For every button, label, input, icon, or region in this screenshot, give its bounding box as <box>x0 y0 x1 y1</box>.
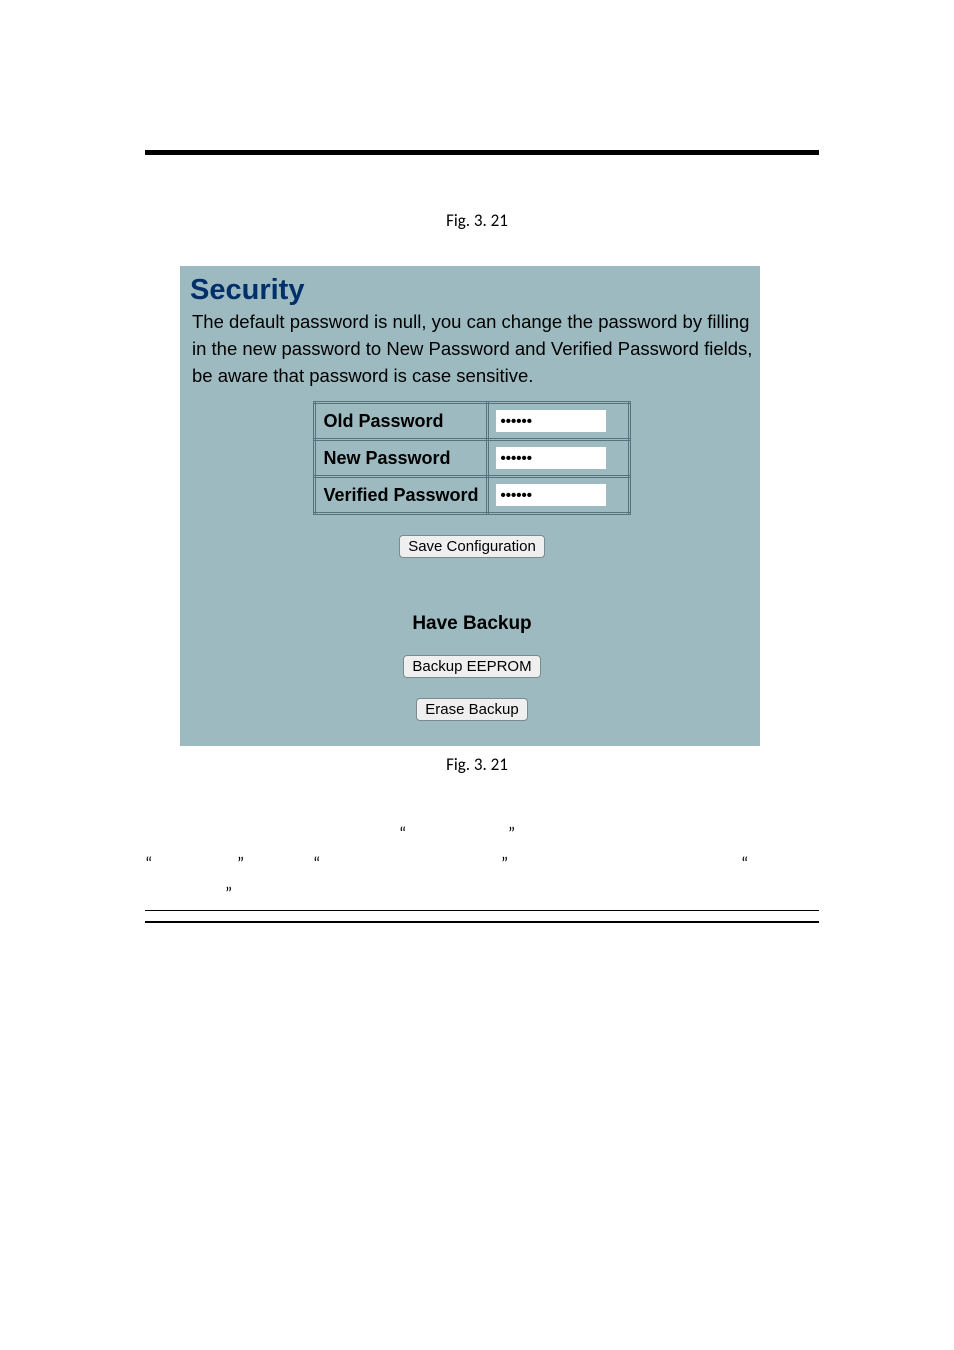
new-password-input[interactable]: •••••• <box>496 447 606 469</box>
figure-caption-bottom: Fig. 3. 21 <box>0 754 954 775</box>
bottom-thin-rule <box>145 910 819 911</box>
panel-description: The default password is null, you can ch… <box>192 309 754 389</box>
quotes-paragraph: “ ” “ ” “ ” “ ” <box>145 820 819 890</box>
quote-3-close: ” <box>501 850 508 879</box>
old-password-input[interactable]: •••••• <box>496 410 606 432</box>
old-password-cell: •••••• <box>487 403 629 440</box>
backup-button-row: Backup EEPROM <box>190 655 754 678</box>
panel-title: Security <box>190 274 754 307</box>
verified-password-label: Verified Password <box>315 477 487 514</box>
quote-3-open: “ <box>313 850 320 879</box>
verified-password-row: Verified Password •••••• <box>315 477 629 514</box>
new-password-cell: •••••• <box>487 440 629 477</box>
erase-button-row: Erase Backup <box>190 698 754 721</box>
old-password-row: Old Password •••••• <box>315 403 629 440</box>
save-configuration-button[interactable]: Save Configuration <box>399 535 545 558</box>
quote-2-open: “ <box>145 850 152 879</box>
backup-eeprom-button[interactable]: Backup EEPROM <box>403 655 540 678</box>
old-password-label: Old Password <box>315 403 487 440</box>
quote-1-close: ” <box>508 820 515 849</box>
new-password-row: New Password •••••• <box>315 440 629 477</box>
password-form-table: Old Password •••••• New Password •••••• … <box>313 401 630 515</box>
quote-4-close: ” <box>225 880 232 909</box>
quote-4-open: “ <box>741 850 748 879</box>
verified-password-cell: •••••• <box>487 477 629 514</box>
bottom-thick-rule <box>145 921 819 923</box>
page: Fig. 3. 21 Security The default password… <box>0 0 954 1350</box>
quote-2-close: ” <box>237 850 244 879</box>
figure-caption-top: Fig. 3. 21 <box>0 210 954 231</box>
verified-password-input[interactable]: •••••• <box>496 484 606 506</box>
new-password-label: New Password <box>315 440 487 477</box>
quote-1-open: “ <box>399 820 406 849</box>
top-thick-rule <box>145 150 819 155</box>
save-button-row: Save Configuration <box>190 535 754 558</box>
security-panel: Security The default password is null, y… <box>180 266 760 746</box>
erase-backup-button[interactable]: Erase Backup <box>416 698 527 721</box>
have-backup-heading: Have Backup <box>190 613 754 635</box>
